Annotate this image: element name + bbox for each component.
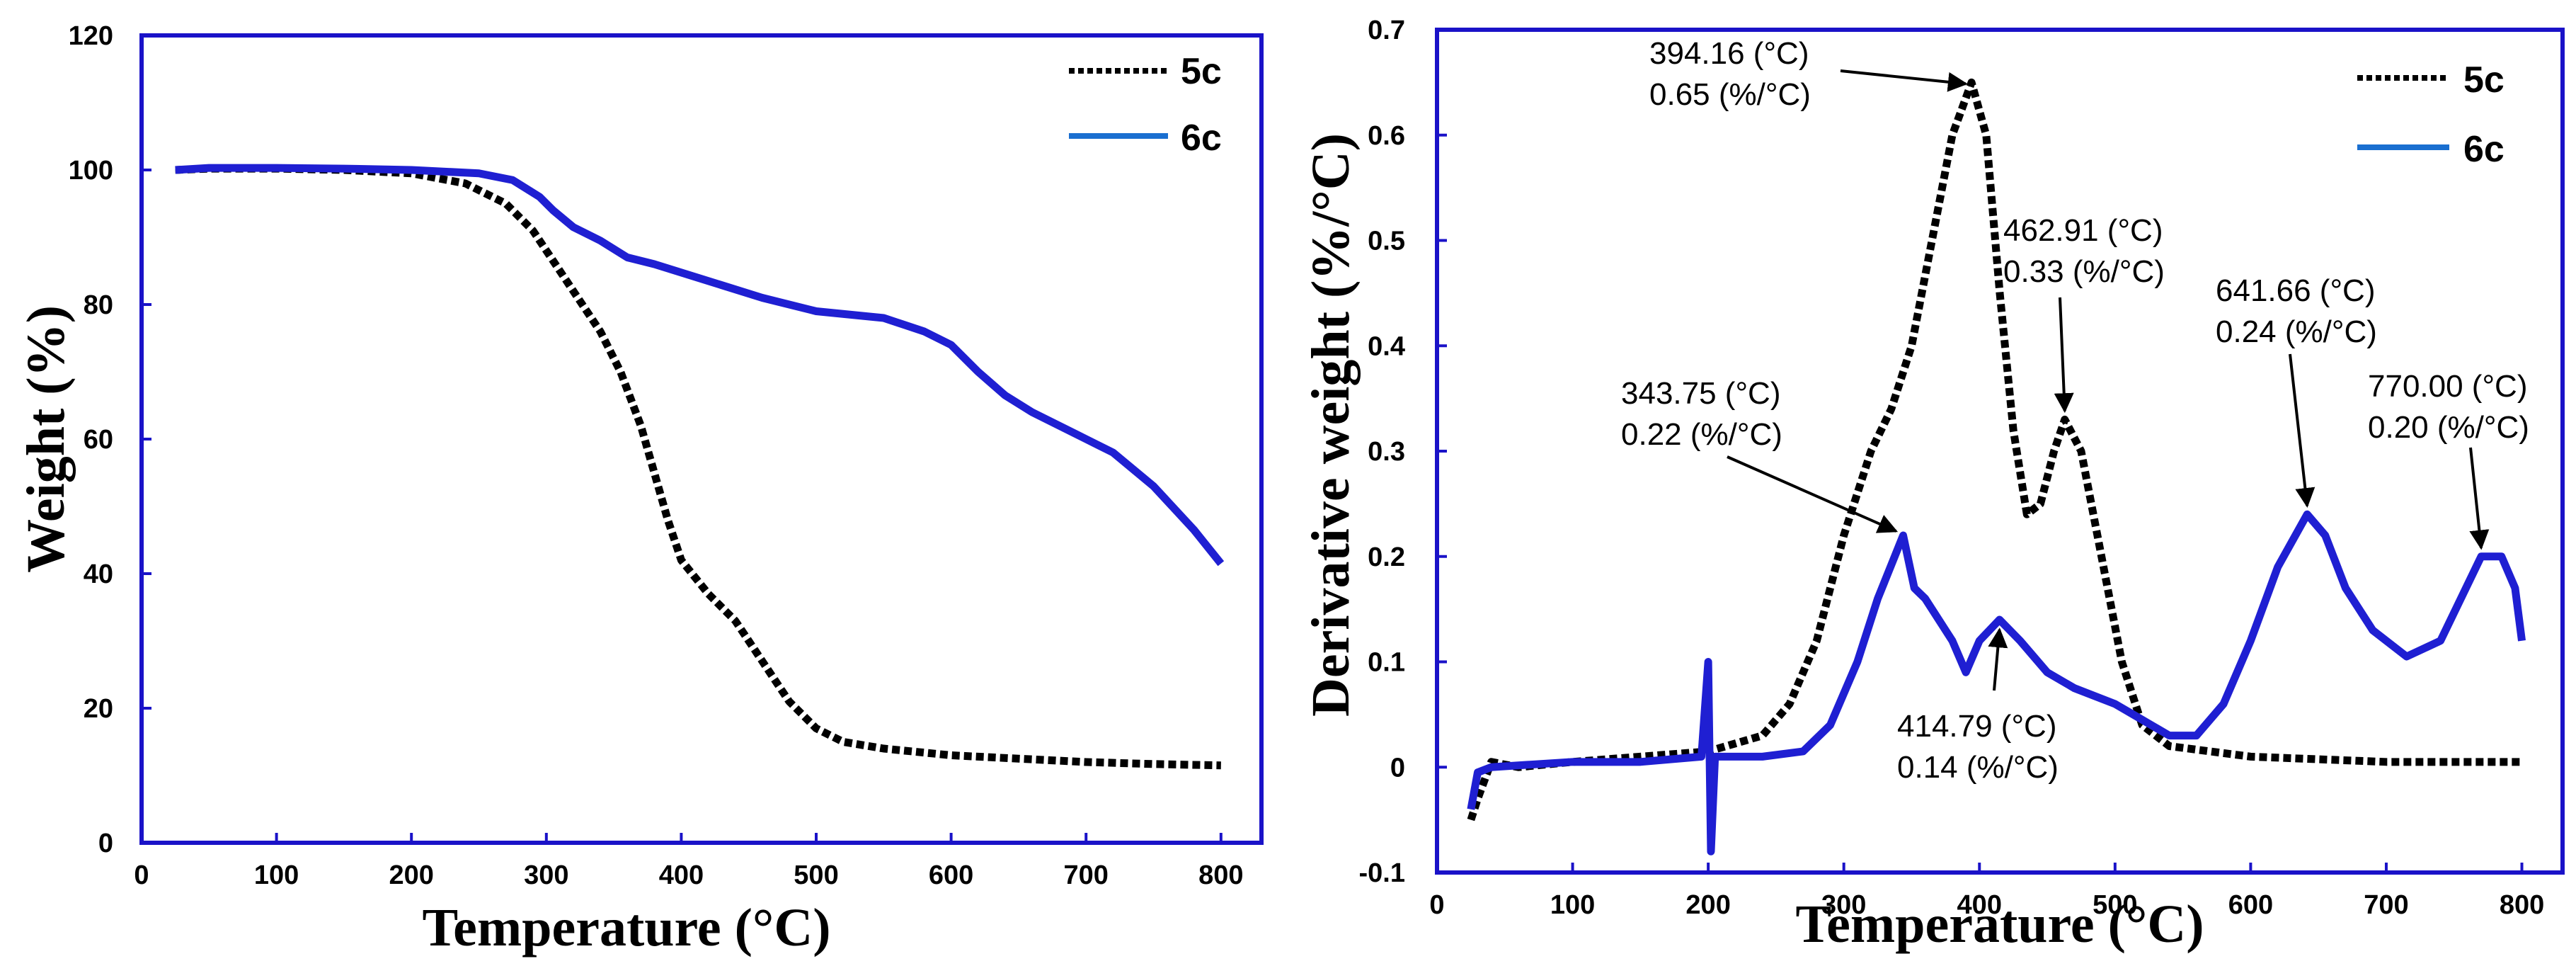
series-line-5c [1467, 78, 2522, 822]
annotation-temperature: 462.91 (°C) [2003, 213, 2163, 248]
derivative-x-tick-label: 800 [2500, 890, 2544, 920]
derivative-x-ticks: 0 100 200 300 400 500 600 700 800 [1429, 863, 2544, 920]
weight-legend: 5c 6c [1069, 51, 1222, 159]
annotation-temperature: 394.16 (°C) [1649, 36, 1809, 71]
weight-y-tick-label: 100 [69, 156, 113, 186]
derivative-y-tick-label: -0.1 [1359, 858, 1405, 888]
annotation-arrow [2054, 297, 2074, 414]
derivative-x-tick-label: 600 [2228, 890, 2273, 920]
weight-chart: 0 20 40 60 80 100 120 0 100 200 300 400 500 600 700 80… [16, 21, 1264, 958]
derivative-legend: 5c 6c [2357, 59, 2505, 170]
weight-x-tick-label: 800 [1198, 860, 1243, 890]
weight-y-tick-label: 80 [84, 290, 113, 320]
derivative-y-tick-label: 0.2 [1368, 542, 1405, 572]
weight-y-tick-label: 40 [84, 559, 113, 589]
annotation-arrow [1840, 69, 1968, 92]
derivative-x-tick-label: 400 [1957, 890, 2002, 920]
weight-y-tick-label: 120 [69, 21, 113, 51]
weight-x-tick-label: 300 [524, 860, 568, 890]
annotation-temperature: 770.00 (°C) [2368, 369, 2527, 404]
derivative-y-tick-label: 0 [1390, 753, 1405, 783]
weight-x-tick-label: 100 [254, 860, 299, 890]
derivative-peak-annotations: 394.16 (°C) 0.65 (%/°C) 462.91 (°C) 0.33 (%… [1621, 36, 2529, 785]
derivative-y-ticks: -0.1 0 0.1 0.2 0.3 0.4 0.5 0.6 0.7 [1359, 16, 1447, 888]
annotation-rate: 0.22 (%/°C) [1621, 417, 1782, 452]
derivative-x-tick-label: 300 [1821, 890, 1866, 920]
legend-label-6c: 6c [2463, 129, 2505, 170]
annotation-temperature: 641.66 (°C) [2216, 273, 2375, 308]
annotation-arrow [1988, 627, 2008, 691]
derivative-x-tick-label: 500 [2093, 890, 2137, 920]
derivative-chart: -0.1 0 0.1 0.2 0.3 0.4 0.5 0.6 0.7 0 100 200 300 400… [1301, 16, 2565, 954]
derivative-x-tick-label: 0 [1429, 890, 1444, 920]
legend-label-5c: 5c [2463, 59, 2505, 101]
annotation-rate: 0.65 (%/°C) [1649, 77, 1811, 112]
derivative-x-axis-title: Temperature (°C) [1795, 894, 2204, 954]
legend-label-6c: 6c [1181, 118, 1222, 159]
weight-x-tick-label: 500 [794, 860, 838, 890]
weight-x-tick-label: 0 [134, 860, 149, 890]
derivative-y-tick-label: 0.6 [1368, 121, 1405, 151]
annotation-rate: 0.20 (%/°C) [2368, 410, 2529, 445]
annotation-arrow [1727, 455, 1899, 533]
weight-x-tick-label: 600 [929, 860, 973, 890]
weight-x-tick-label: 200 [389, 860, 434, 890]
weight-x-tick-label: 400 [659, 860, 704, 890]
annotation-rate: 0.33 (%/°C) [2003, 254, 2165, 289]
annotation-arrow [2469, 447, 2490, 550]
derivative-x-tick-label: 100 [1550, 890, 1595, 920]
derivative-series [1467, 78, 2526, 856]
annotation-temperature: 343.75 (°C) [1621, 376, 1780, 411]
derivative-y-tick-label: 0.3 [1368, 437, 1405, 467]
derivative-chart-frame [1435, 28, 2565, 875]
weight-x-axis-title: Temperature (°C) [422, 898, 830, 958]
weight-y-ticks: 0 20 40 60 80 100 120 [69, 21, 151, 858]
derivative-y-tick-label: 0.4 [1368, 331, 1405, 361]
weight-x-tick-label: 700 [1064, 860, 1109, 890]
weight-x-ticks: 0 100 200 300 400 500 600 700 800 [134, 833, 1244, 890]
derivative-x-tick-label: 200 [1685, 890, 1730, 920]
series-line-6c [1467, 510, 2526, 856]
derivative-y-tick-label: 0.5 [1368, 227, 1405, 256]
derivative-y-axis-title: Derivative weight (%/°C) [1301, 133, 1361, 717]
annotation-rate: 0.24 (%/°C) [2216, 314, 2377, 349]
weight-series [175, 164, 1225, 770]
annotation-arrow [2289, 353, 2315, 508]
annotation-temperature: 414.79 (°C) [1897, 709, 2056, 744]
series-line-6c [175, 164, 1225, 567]
annotation-rate: 0.14 (%/°C) [1897, 750, 2059, 785]
derivative-x-tick-label: 700 [2364, 890, 2408, 920]
weight-y-tick-label: 0 [98, 829, 113, 858]
derivative-y-tick-label: 0.1 [1368, 648, 1405, 678]
weight-y-axis-title: Weight (%) [16, 305, 76, 573]
series-line-5c [175, 164, 1221, 770]
weight-y-tick-label: 20 [84, 694, 113, 724]
legend-label-5c: 5c [1181, 51, 1222, 92]
derivative-y-tick-label: 0.7 [1368, 16, 1405, 45]
weight-y-tick-label: 60 [84, 425, 113, 455]
